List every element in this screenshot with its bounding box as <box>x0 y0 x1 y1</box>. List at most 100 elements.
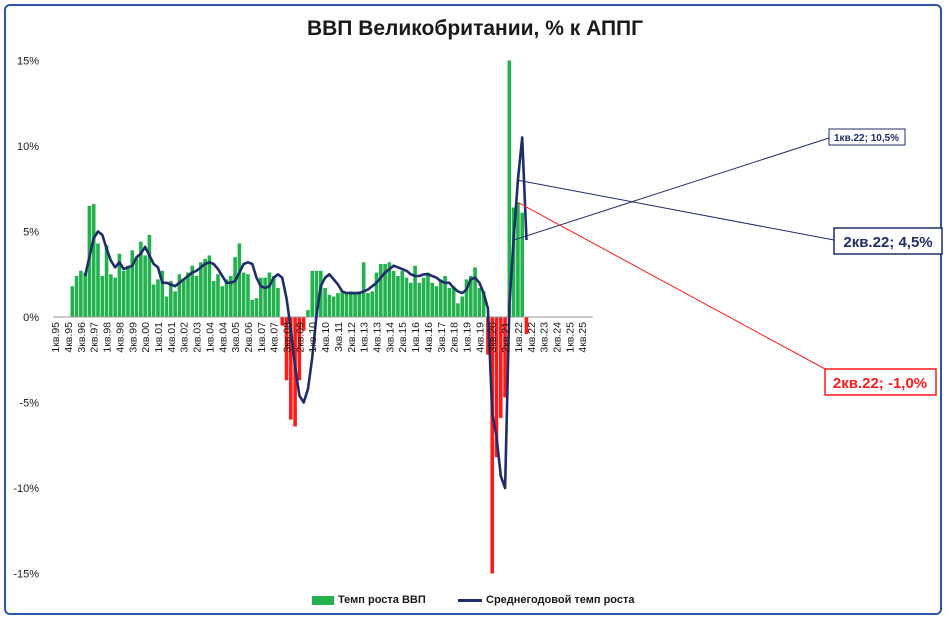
bar <box>430 282 435 317</box>
bar <box>383 263 387 317</box>
legend-swatch-line <box>458 599 482 602</box>
bar <box>139 241 143 317</box>
bar <box>361 262 366 317</box>
bar <box>434 286 439 317</box>
bar <box>156 279 160 317</box>
bar <box>498 317 503 418</box>
bar <box>117 253 122 317</box>
y-tick-label: -5% <box>19 398 39 410</box>
x-tick-label: 3кв.05 <box>230 322 242 353</box>
x-tick-label: 4кв.13 <box>372 322 384 353</box>
bar <box>169 281 173 317</box>
x-tick-label: 2кв.12 <box>346 322 358 353</box>
bar <box>134 257 139 317</box>
bar <box>203 258 207 317</box>
bar <box>263 277 267 317</box>
bar <box>379 263 383 317</box>
x-tick-label: 1кв.16 <box>410 322 422 353</box>
bar <box>344 293 349 317</box>
x-tick-label: 1кв.95 <box>50 322 62 353</box>
bar <box>353 293 357 317</box>
bar <box>391 270 396 317</box>
bar <box>404 277 409 317</box>
bar <box>396 275 400 317</box>
bar <box>276 287 280 317</box>
bar <box>516 202 520 317</box>
bar <box>413 265 417 317</box>
legend-label: Среднегодовой темп роста <box>486 594 635 606</box>
y-tick-label: 5% <box>23 227 39 239</box>
bar <box>254 298 259 317</box>
legend-label: Темп роста ВВП <box>338 594 426 606</box>
x-tick-label: 4кв.25 <box>577 322 589 353</box>
x-tick-label: 4кв.22 <box>526 322 538 353</box>
x-tick-label: 2кв.09 <box>294 322 306 353</box>
bar <box>250 299 255 317</box>
x-tick-label: 4кв.10 <box>320 322 332 353</box>
bar <box>511 207 516 317</box>
y-tick-label: -10% <box>13 483 39 495</box>
x-tick-label: 4кв.95 <box>63 322 75 353</box>
bar <box>460 296 465 317</box>
x-tick-label: 1кв.22 <box>513 322 525 353</box>
y-tick-label: -15% <box>13 569 39 581</box>
bar <box>417 282 422 317</box>
bar <box>70 286 75 317</box>
bar <box>199 262 203 317</box>
bar <box>220 286 225 317</box>
x-tick-label: 1кв.13 <box>359 322 371 353</box>
x-tick-label: 4кв.19 <box>474 322 486 353</box>
bar <box>79 270 83 317</box>
bar <box>400 270 405 317</box>
bar <box>468 275 473 317</box>
x-tick-label: 3кв.20 <box>487 322 499 353</box>
bar <box>121 270 126 317</box>
x-tick-label: 3кв.14 <box>384 322 396 353</box>
x-tick-label: 4кв.01 <box>166 322 178 353</box>
bar <box>366 293 370 317</box>
bar <box>426 272 430 317</box>
bar <box>310 270 315 317</box>
annotation-box <box>824 368 937 396</box>
bar <box>233 257 237 317</box>
bar <box>237 243 242 317</box>
bar <box>301 317 306 331</box>
x-tick-label: 1кв.19 <box>462 322 474 353</box>
annotation-label: 2кв.22; 4,5% <box>843 234 932 251</box>
x-tick-label: 2кв.03 <box>192 322 204 353</box>
x-tick-label: 4кв.07 <box>269 322 281 353</box>
bar <box>177 274 182 317</box>
bar <box>289 317 293 420</box>
bar <box>306 310 310 317</box>
bar <box>473 267 477 317</box>
bar <box>190 265 195 317</box>
bar <box>490 317 495 574</box>
bar <box>327 294 332 317</box>
bar <box>173 291 177 317</box>
bar <box>207 255 212 317</box>
y-tick-label: 10% <box>17 141 39 153</box>
bar <box>224 279 229 317</box>
bar <box>280 317 285 326</box>
bar <box>211 281 216 317</box>
bar <box>408 282 413 317</box>
bar <box>357 291 362 317</box>
x-tick-label: 2кв.15 <box>397 322 409 353</box>
bar <box>229 275 233 317</box>
x-tick-label: 4кв.16 <box>423 322 435 353</box>
bar <box>456 303 460 317</box>
annotation-leader <box>517 179 835 241</box>
x-tick-label: 3кв.02 <box>179 322 191 353</box>
annotation-box <box>833 227 943 255</box>
chart-frame <box>4 4 942 615</box>
bar <box>323 287 327 317</box>
x-tick-label: 2кв.06 <box>243 322 255 353</box>
bar <box>109 274 113 317</box>
bar <box>524 317 529 335</box>
bar <box>507 60 512 317</box>
bar <box>421 277 426 317</box>
x-tick-label: 3кв.99 <box>127 322 139 353</box>
chart-title: ВВП Великобритании, % к АППГ <box>306 17 644 40</box>
annotation-leader <box>517 201 828 371</box>
